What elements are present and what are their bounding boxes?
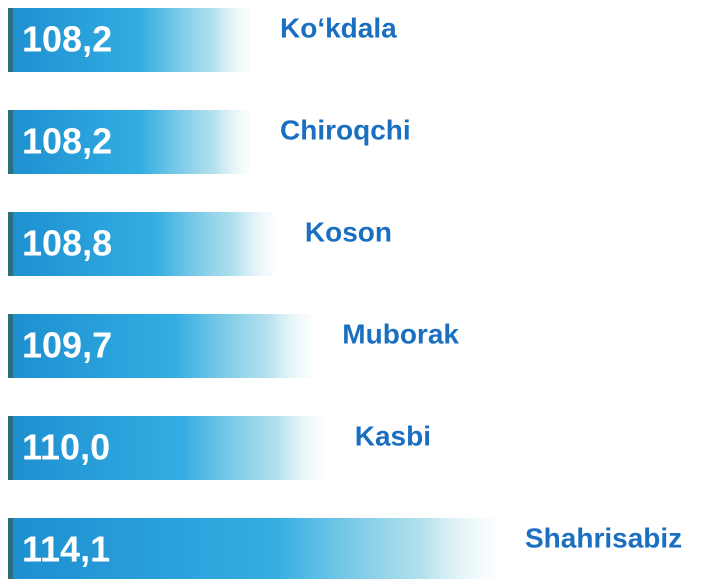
value-label: 110,0 <box>22 427 110 468</box>
category-label: Shahrisabiz <box>525 522 682 553</box>
bar <box>8 518 495 582</box>
value-label: 108,2 <box>22 121 112 162</box>
bar <box>8 212 275 276</box>
category-label: Kasbi <box>355 420 431 451</box>
value-label: 114,1 <box>22 529 110 570</box>
bar <box>8 110 250 174</box>
value-label: 108,2 <box>22 19 112 60</box>
bar <box>8 416 325 480</box>
bar-edge <box>8 8 13 72</box>
category-label: Muborak <box>342 318 459 349</box>
category-label: Chiroqchi <box>280 114 411 145</box>
bar-edge <box>8 110 13 174</box>
category-label: Koson <box>305 216 392 247</box>
category-label: Ko‘kdala <box>280 12 397 43</box>
bar-edge <box>8 416 13 480</box>
value-label: 108,8 <box>22 223 112 264</box>
bar <box>8 8 250 72</box>
value-label: 109,7 <box>22 325 112 366</box>
bar <box>8 314 313 378</box>
bar-edge <box>8 518 13 582</box>
bar-edge <box>8 314 13 378</box>
bar-edge <box>8 212 13 276</box>
